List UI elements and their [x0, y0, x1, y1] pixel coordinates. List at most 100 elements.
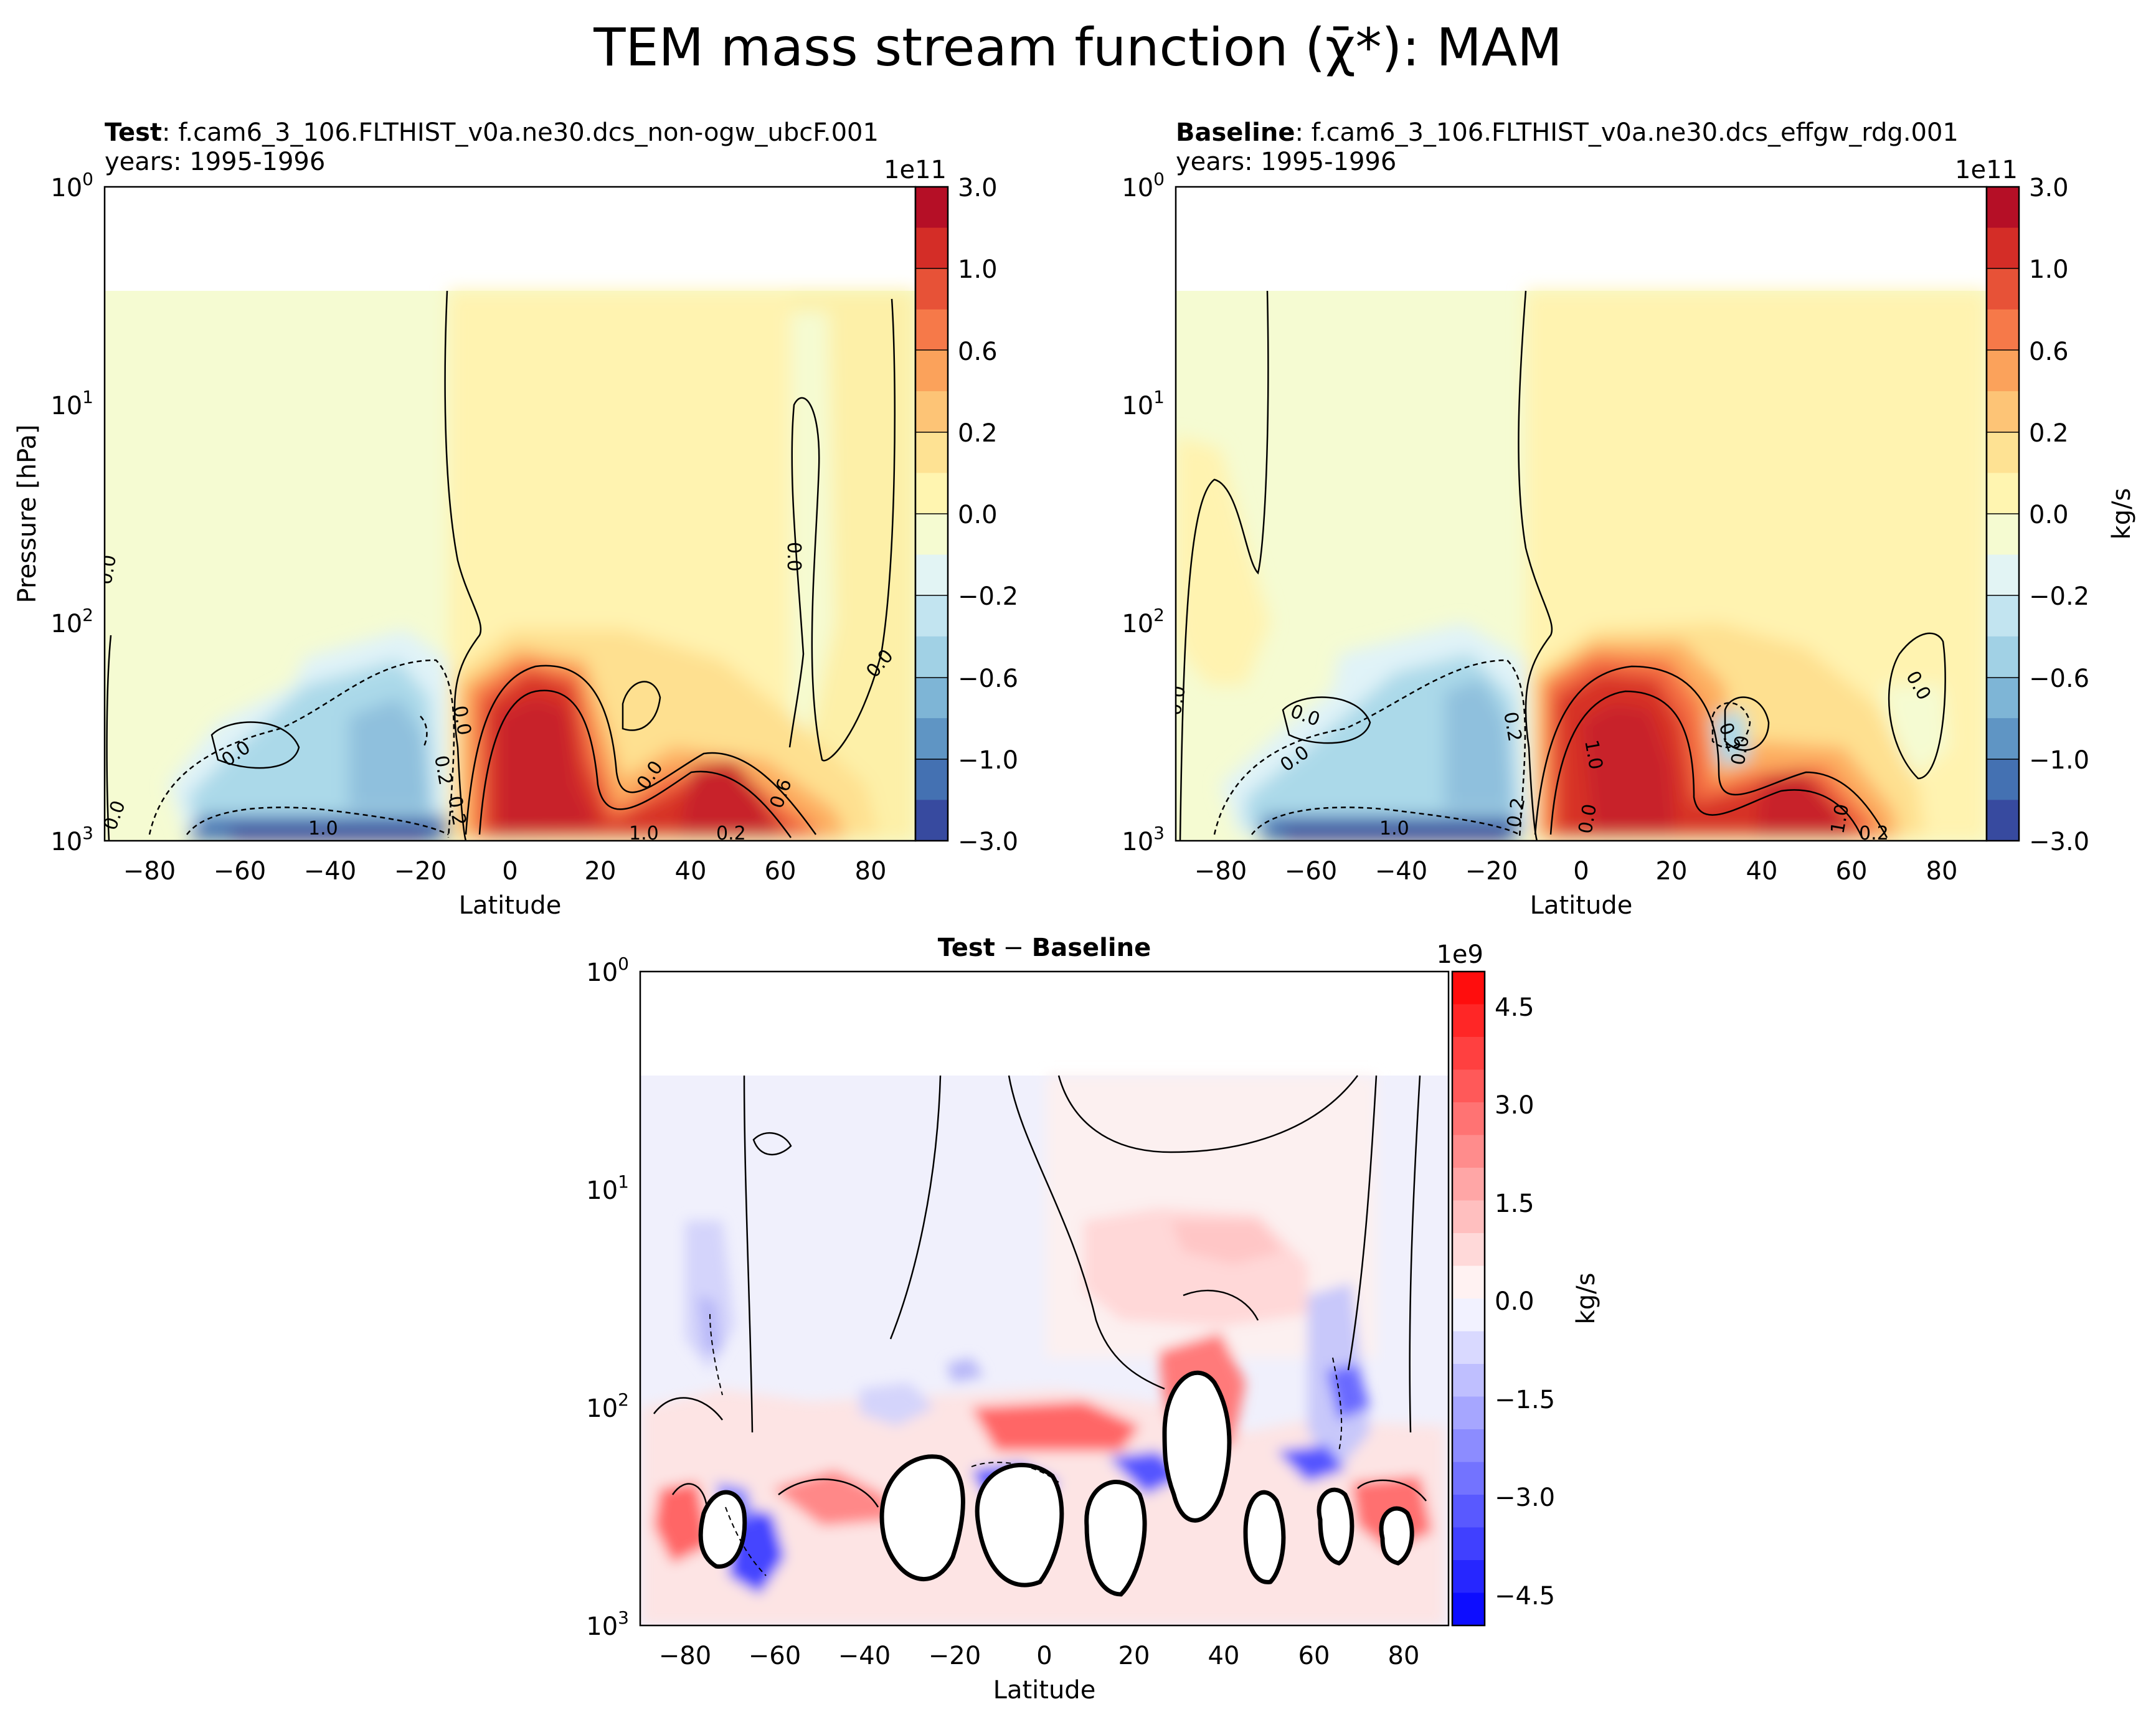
difference-xtick-label: −20: [929, 1642, 981, 1670]
test-colorbar-offset: 1e11: [884, 156, 947, 184]
baseline-xtick-label: −80: [1194, 857, 1247, 886]
colorbar-band: [915, 391, 948, 433]
baseline-ytick-10: 101: [1122, 387, 1165, 420]
colorbar-band: [915, 514, 948, 556]
difference-cbar-tick: 0.0: [1495, 1287, 1534, 1316]
colorbar-band: [1452, 1429, 1485, 1462]
difference-colorbar-label: kg/s: [1572, 1273, 1600, 1325]
colorbar-band: [1452, 1495, 1485, 1528]
colorbar-band: [1987, 268, 2019, 310]
panel-test-title: Test: f.cam6_3_106.FLTHIST_v0a.ne30.dcs_…: [105, 118, 879, 147]
test-ytick-100: 102: [50, 605, 93, 638]
baseline-xtick-label: 0: [1573, 857, 1589, 886]
svg-text:0.2: 0.2: [430, 754, 456, 787]
colorbar-band: [1987, 473, 2019, 514]
colorbar-band: [915, 595, 948, 637]
baseline-cbar-tick: 1.0: [2029, 255, 2069, 284]
test-xtick-label: 0: [502, 857, 518, 886]
colorbar-band: [1452, 1004, 1485, 1038]
colorbar-band: [915, 636, 948, 678]
svg-text:0.2: 0.2: [1503, 796, 1530, 829]
test-cbar-tick: 1.0: [958, 255, 998, 284]
difference-field: [640, 972, 1449, 1625]
colorbar-band: [915, 554, 948, 596]
test-y-ticks: 103 102 101 100: [50, 169, 93, 856]
baseline-cbar-tick: −3.0: [2029, 828, 2089, 856]
difference-cbar-tick: −4.5: [1495, 1582, 1555, 1611]
colorbar-band: [915, 800, 948, 841]
baseline-colorbar-offset: 1e11: [1955, 156, 2018, 184]
colorbar-band: [1987, 432, 2019, 473]
test-ytick-1: 100: [50, 169, 93, 202]
colorbar-band: [1452, 1592, 1485, 1626]
colorbar-band: [1987, 718, 2019, 760]
colorbar-band: [1987, 595, 2019, 637]
panel-baseline: Baseline: f.cam6_3_106.FLTHIST_v0a.ne30.…: [1122, 118, 2136, 920]
colorbar-band: [1987, 309, 2019, 351]
panel-test: Test: f.cam6_3_106.FLTHIST_v0a.ne30.dcs_…: [13, 118, 1018, 920]
baseline-y-ticks: 103 102 101 100: [1122, 169, 1165, 856]
colorbar-band: [915, 350, 948, 392]
colorbar-band: [1987, 759, 2019, 800]
panel-test-years: years: 1995-1996: [105, 148, 325, 176]
difference-cbar-tick: 1.5: [1495, 1190, 1534, 1218]
colorbar-band: [1452, 1102, 1485, 1135]
baseline-cbar-tick: 0.2: [2029, 419, 2069, 448]
svg-text:0.0: 0.0: [1727, 734, 1754, 767]
difference-x-label: Latitude: [993, 1676, 1096, 1705]
colorbar-band: [1452, 1527, 1485, 1561]
difference-xtick-label: −80: [659, 1642, 711, 1670]
difference-ytick-100: 102: [586, 1389, 629, 1423]
difference-xtick-label: 0: [1036, 1642, 1052, 1670]
test-x-label: Latitude: [459, 891, 562, 920]
test-cbar-tick: 3.0: [958, 174, 998, 202]
test-xtick-label: −80: [123, 857, 176, 886]
test-cbar-tick: −0.6: [958, 665, 1018, 693]
baseline-xtick-label: 40: [1746, 857, 1778, 886]
test-x-ticks: −80 −60 −40 −20 0 20 40 60 80: [123, 857, 887, 886]
difference-cbar-tick: −1.5: [1495, 1386, 1555, 1414]
difference-y-ticks: 103 102 101 100: [586, 953, 629, 1641]
colorbar-band: [1987, 636, 2019, 678]
colorbar-band: [1987, 350, 2019, 392]
svg-text:0.2: 0.2: [1499, 710, 1526, 743]
colorbar-band: [1452, 1200, 1485, 1234]
baseline-ytick-1: 100: [1122, 169, 1165, 202]
colorbar-band: [915, 677, 948, 719]
test-xtick-label: 40: [675, 857, 707, 886]
difference-xtick-label: 80: [1388, 1642, 1420, 1670]
difference-xtick-label: −60: [749, 1642, 801, 1670]
difference-x-ticks: −80 −60 −40 −20 0 20 40 60 80: [659, 1642, 1420, 1670]
test-xtick-label: 80: [855, 857, 887, 886]
svg-text:0.0: 0.0: [448, 704, 475, 737]
svg-text:0.0: 0.0: [783, 542, 805, 572]
colorbar-band: [1452, 1462, 1485, 1495]
baseline-cbar-tick: 3.0: [2029, 174, 2069, 202]
baseline-xtick-label: −60: [1285, 857, 1337, 886]
test-xtick-label: −20: [394, 857, 447, 886]
baseline-colorbar-label: kg/s: [2107, 488, 2136, 540]
colorbar-band: [1452, 972, 1485, 1005]
difference-cbar-tick: 4.5: [1495, 993, 1534, 1022]
colorbar-band: [1987, 677, 2019, 719]
colorbar-band: [1987, 800, 2019, 841]
baseline-xtick-label: −40: [1375, 857, 1427, 886]
panel-difference-title: Test − Baseline: [938, 934, 1151, 962]
difference-axes-frame: [639, 970, 1450, 1627]
test-cbar-tick: 0.0: [958, 501, 998, 529]
baseline-xtick-label: 80: [1926, 857, 1958, 886]
test-field: 0.0 0.0 0.0 0.0 0.0 0.2 0.2 1.0 0.0 0.6 …: [105, 187, 915, 844]
baseline-field: 0.0 0.0 0.0 0.2 0.2 1.0 0.2 0.0 0.0 1.0 …: [1176, 187, 1987, 841]
colorbar-band: [1452, 1233, 1485, 1266]
colorbar-band: [915, 718, 948, 760]
baseline-ytick-1000: 103: [1122, 823, 1165, 856]
svg-text:1.0: 1.0: [629, 823, 659, 844]
test-ytick-10: 101: [50, 387, 93, 420]
baseline-xtick-label: −20: [1465, 857, 1518, 886]
test-cbar-tick: −3.0: [958, 828, 1018, 856]
difference-cbar-tick: 3.0: [1495, 1091, 1534, 1120]
test-y-label: Pressure [hPa]: [13, 425, 42, 603]
test-cbar-tick: −0.2: [958, 582, 1018, 611]
colorbar-band: [1987, 554, 2019, 596]
